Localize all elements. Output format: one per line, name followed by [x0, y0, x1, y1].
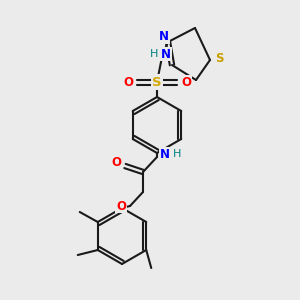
Text: N: N — [160, 148, 170, 160]
Text: S: S — [215, 52, 223, 64]
Text: O: O — [123, 76, 133, 88]
Text: O: O — [116, 200, 126, 212]
Text: N: N — [159, 31, 169, 44]
Text: H: H — [150, 49, 158, 59]
Text: O: O — [181, 76, 191, 88]
Text: O: O — [111, 157, 121, 169]
Text: N: N — [161, 47, 171, 61]
Text: H: H — [173, 149, 181, 159]
Text: S: S — [152, 76, 162, 88]
